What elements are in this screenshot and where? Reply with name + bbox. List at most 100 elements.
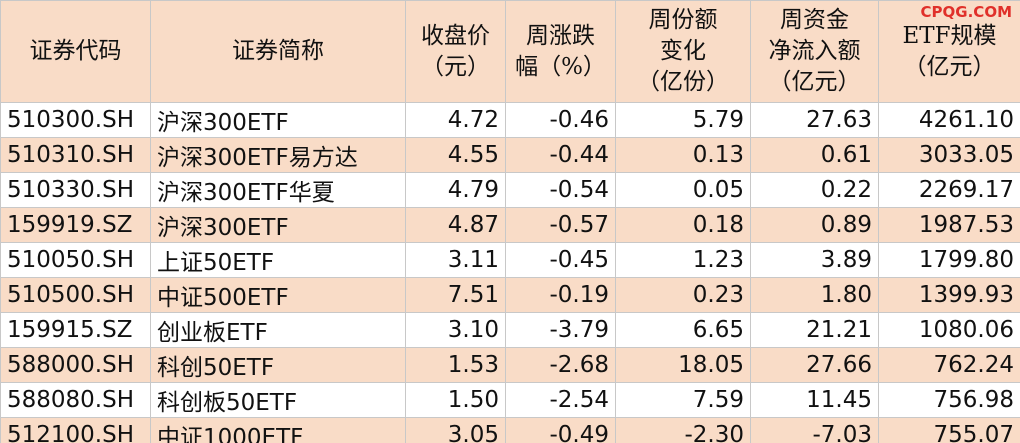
number-cell: 2269.17 [878,172,1020,208]
number-cell: -0.44 [505,137,616,173]
code-cell: 159915.SZ [0,312,151,348]
header-line: 收盘价 [421,22,490,49]
number-cell: -3.79 [505,312,616,348]
number-cell: -0.49 [505,417,616,443]
watermark: CPQG.COM [920,3,1012,21]
header-line: （亿份） [637,69,729,95]
name-cell: 沪深300ETF华夏 [150,172,406,208]
number-cell: 4.79 [405,172,506,208]
number-cell: 0.89 [750,207,879,243]
column-header: 证券简称 [150,0,406,103]
code-cell: 510310.SH [0,137,151,173]
header-line: 幅（%） [515,53,606,80]
number-cell: 1399.93 [878,277,1020,313]
column-header: 周资金净流入额 （亿元） [750,0,879,103]
code-cell: 510050.SH [0,242,151,278]
code-cell: 588080.SH [0,382,151,418]
table-row: 510310.SH 沪深300ETF易方达 4.55 -0.44 0.13 0.61 303… [0,137,1020,173]
code-cell: 510330.SH [0,172,151,208]
header-line: 净流入额 [768,38,861,64]
header-line: （亿元） [903,53,996,80]
table-row: 510300.SH 沪深300ETF 4.72 -0.46 5.79 27.63 4261.… [0,102,1020,138]
header-row: 证券代码 证券简称 收盘价 （元） 周涨跌幅（%） 周份额变化 （亿份） 周资金净流入额 （亿元… [0,0,1020,103]
name-cell: 沪深300ETF易方达 [150,137,406,173]
header-line: （亿元） [768,69,861,95]
number-cell: 7.51 [405,277,506,313]
table-row: 588080.SH 科创板50ETF 1.50 -2.54 7.59 11.45 756.9… [0,382,1020,418]
number-cell: -0.57 [505,207,616,243]
number-cell: 1.50 [405,382,506,418]
number-cell: 4.55 [405,137,506,173]
number-cell: 5.79 [615,102,751,138]
number-cell: 1.53 [405,347,506,383]
header-line: 变化 [660,38,706,64]
table-row: 510330.SH 沪深300ETF华夏 4.79 -0.54 0.05 0.22 2269… [0,172,1020,208]
header-line: ETF规模 [902,22,997,49]
number-cell: 3.05 [405,417,506,443]
name-cell: 科创板50ETF [150,382,406,418]
name-cell: 沪深300ETF [150,207,406,243]
header-line: 周资金 [780,7,849,33]
header-line: 周涨跌 [526,22,595,49]
number-cell: 762.24 [878,347,1020,383]
number-cell: -7.03 [750,417,879,443]
table-row: 588000.SH 科创50ETF 1.53 -2.68 18.05 27.66 762.2… [0,347,1020,383]
number-cell: 3.89 [750,242,879,278]
number-cell: 755.07 [878,417,1020,443]
number-cell: 1080.06 [878,312,1020,348]
number-cell: 3033.05 [878,137,1020,173]
code-cell: 510500.SH [0,277,151,313]
header-line: 周份额 [648,7,718,33]
number-cell: 4.87 [405,207,506,243]
column-header: 收盘价 （元） [405,0,506,103]
number-cell: 1799.80 [878,242,1020,278]
header-line: 证券简称 [232,38,324,64]
number-cell: 0.23 [615,277,751,313]
number-cell: 27.66 [750,347,879,383]
name-cell: 沪深300ETF [150,102,406,138]
table-row: 159915.SZ 创业板ETF 3.10 -3.79 6.65 21.21 1080.06 [0,312,1020,348]
number-cell: -0.19 [505,277,616,313]
number-cell: 3.10 [405,312,506,348]
number-cell: -0.54 [505,172,616,208]
number-cell: -2.54 [505,382,616,418]
number-cell: 3.11 [405,242,506,278]
number-cell: 1.23 [615,242,751,278]
number-cell: -2.68 [505,347,616,383]
number-cell: 756.98 [878,382,1020,418]
code-cell: 588000.SH [0,347,151,383]
number-cell: -0.45 [505,242,616,278]
code-cell: 159919.SZ [0,207,151,243]
number-cell: 0.05 [615,172,751,208]
column-header: 周涨跌幅（%） [505,0,616,103]
number-cell: 0.13 [615,137,751,173]
name-cell: 上证50ETF [150,242,406,278]
number-cell: 18.05 [615,347,751,383]
code-cell: 510300.SH [0,102,151,138]
column-header: 证券代码 [0,0,151,103]
number-cell: 0.18 [615,207,751,243]
number-cell: 0.61 [750,137,879,173]
number-cell: -2.30 [615,417,751,443]
name-cell: 科创50ETF [150,347,406,383]
number-cell: 1.80 [750,277,879,313]
number-cell: 1987.53 [878,207,1020,243]
number-cell: 4.72 [405,102,506,138]
number-cell: 7.59 [615,382,751,418]
number-cell: 11.45 [750,382,879,418]
name-cell: 中证1000ETF [150,417,406,443]
name-cell: 创业板ETF [150,312,406,348]
number-cell: 21.21 [750,312,879,348]
number-cell: -0.46 [505,102,616,138]
code-cell: 512100.SH [0,417,151,443]
header-line: 证券代码 [29,38,122,64]
number-cell: 0.22 [750,172,879,208]
name-cell: 中证500ETF [150,277,406,313]
header-line: （元） [421,53,490,80]
table-row: 510500.SH 中证500ETF 7.51 -0.19 0.23 1.80 1399.9… [0,277,1020,313]
table-row: 159919.SZ 沪深300ETF 4.87 -0.57 0.18 0.89 1987.5… [0,207,1020,243]
number-cell: 27.63 [750,102,879,138]
table-row: 512100.SH 中证1000ETF 3.05 -0.49 -2.30 -7.03 755… [0,417,1020,443]
